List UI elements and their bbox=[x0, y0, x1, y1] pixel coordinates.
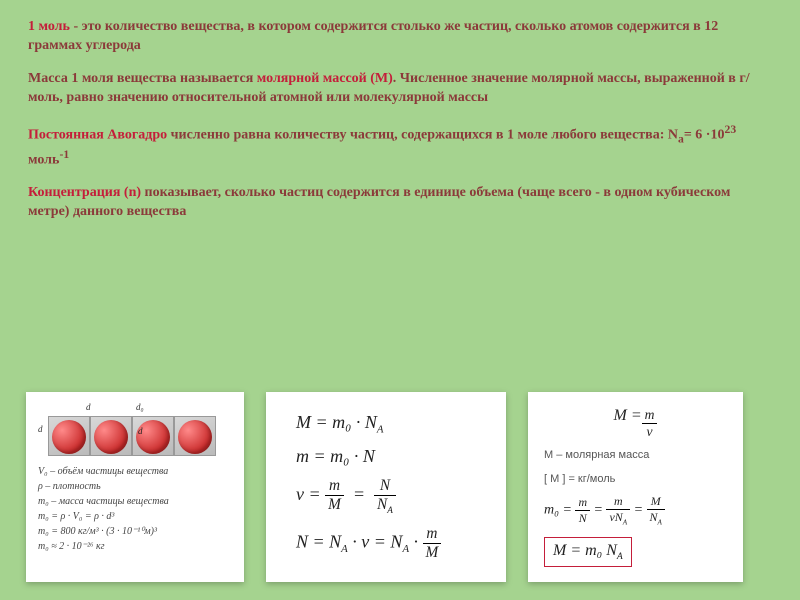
formula-m: m = m₀ · N bbox=[296, 446, 494, 467]
text: - это количество вещества, в котором сод… bbox=[28, 19, 718, 53]
text: = 6 ·10 bbox=[684, 127, 725, 142]
cell bbox=[174, 416, 216, 456]
card-particle-mass: d d d₀ d V₀ – объём частицы вещества ρ –… bbox=[26, 392, 244, 582]
note-M: M – молярная масса bbox=[544, 449, 727, 461]
label-d-top: d bbox=[86, 402, 91, 412]
sphere bbox=[52, 420, 86, 454]
term-molar-mass: молярной массой (M) bbox=[257, 71, 393, 86]
formula-N: N = NA · ν = NA · mM bbox=[296, 525, 494, 562]
sup-neg1: -1 bbox=[59, 148, 69, 161]
sphere-diagram: d d d₀ d bbox=[38, 402, 233, 460]
eq-m0-2: m₀ = 800 кг/м³ · (3 · 10⁻¹⁰м)³ bbox=[38, 526, 232, 537]
para-concentration: Концентрация (n) показывает, сколько час… bbox=[28, 184, 772, 222]
text: численно равна количеству частиц, содерж… bbox=[167, 127, 678, 142]
cell bbox=[132, 416, 174, 456]
para-avogadro: Постоянная Авогадро численно равна колич… bbox=[28, 122, 772, 171]
para-molar-mass: Масса 1 моля вещества называется молярно… bbox=[28, 70, 772, 108]
def-rho: ρ – плотность bbox=[38, 481, 232, 492]
term-avogadro: Постоянная Авогадро bbox=[28, 127, 167, 142]
formula-M-def: M = mν bbox=[544, 407, 727, 440]
sup-23: 23 bbox=[724, 123, 736, 136]
cell bbox=[48, 416, 90, 456]
formula-nu: ν = mM = NNA bbox=[296, 477, 494, 515]
formula-m0: m₀ = mN = mνNA = MNA bbox=[544, 494, 727, 526]
cards-row: d d d₀ d V₀ – объём частицы вещества ρ –… bbox=[26, 392, 774, 582]
sphere bbox=[178, 420, 212, 454]
cell bbox=[90, 416, 132, 456]
label-d0: d₀ bbox=[136, 402, 144, 412]
term-concentration: Концентрация (n) bbox=[28, 185, 141, 200]
note-unit: [ M ] = кг/моль bbox=[544, 473, 727, 485]
text: моль bbox=[28, 152, 59, 167]
label-d-in: d bbox=[138, 426, 143, 436]
eq-m0-3: m₀ ≈ 2 · 10⁻²⁶ кг bbox=[38, 541, 232, 552]
para-mole: 1 моль - это количество вещества, в кото… bbox=[28, 18, 772, 56]
card-molar-mass: M = mν M – молярная масса [ M ] = кг/мол… bbox=[528, 392, 743, 582]
text: Масса 1 моля вещества называется bbox=[28, 71, 257, 86]
term-mole: 1 моль bbox=[28, 19, 70, 34]
label-d-left: d bbox=[38, 424, 43, 434]
formula-M: M = m₀ · NA bbox=[296, 412, 494, 436]
eq-m0-1: m₀ = ρ · V₀ = ρ · d³ bbox=[38, 511, 232, 522]
def-m0: m₀ – масса частицы вещества bbox=[38, 496, 232, 507]
sphere bbox=[94, 420, 128, 454]
boxed-formula: M = m₀ NA bbox=[544, 533, 727, 567]
card-formulas: M = m₀ · NA m = m₀ · N ν = mM = NNA N = … bbox=[266, 392, 506, 582]
def-v0: V₀ – объём частицы вещества bbox=[38, 466, 232, 477]
